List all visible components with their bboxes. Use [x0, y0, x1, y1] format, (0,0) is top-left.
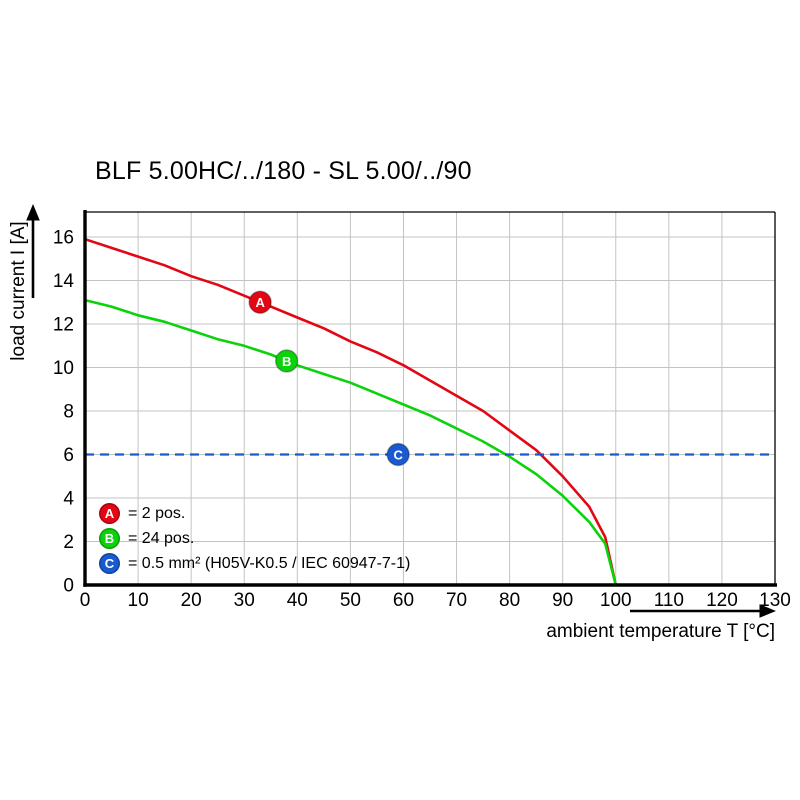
x-tick-labels: 0 10 20 30 40 50 60 70 80 90 100 110 120 130 — [80, 590, 791, 611]
svg-text:6: 6 — [63, 445, 74, 466]
legend-item-a: A = 2 pos. — [99, 501, 410, 526]
svg-text:130: 130 — [759, 590, 791, 611]
series-A-curve — [83, 237, 618, 587]
series-B-curve — [83, 298, 618, 587]
svg-text:4: 4 — [63, 489, 74, 510]
legend-label-c: = 0.5 mm² (H05V-K0.5 / IEC 60947-7-1) — [128, 554, 411, 572]
plot-frame — [85, 211, 776, 585]
svg-text:A: A — [255, 295, 265, 310]
series-point-markers: A B C — [248, 290, 410, 467]
svg-text:2: 2 — [63, 532, 74, 553]
chart-legend: A = 2 pos. B = 24 pos. C = 0.5 mm² (H05V… — [99, 501, 410, 576]
svg-text:90: 90 — [552, 590, 573, 611]
legend-label-b: = 24 pos. — [128, 529, 195, 547]
svg-text:10: 10 — [128, 590, 149, 611]
legend-item-b: B = 24 pos. — [99, 526, 410, 551]
legend-label-a: = 2 pos. — [128, 504, 186, 522]
svg-text:B: B — [282, 354, 291, 369]
svg-text:C: C — [393, 447, 403, 462]
svg-text:0: 0 — [63, 576, 74, 597]
svg-text:10: 10 — [53, 358, 74, 379]
svg-text:120: 120 — [706, 590, 738, 611]
svg-text:8: 8 — [63, 402, 74, 423]
svg-text:0: 0 — [80, 590, 91, 611]
series-c-marker: C — [99, 553, 120, 574]
svg-text:40: 40 — [287, 590, 308, 611]
svg-text:110: 110 — [654, 590, 684, 611]
svg-text:16: 16 — [53, 228, 74, 249]
y-tick-labels: 0 2 4 6 8 10 12 14 16 — [53, 228, 75, 597]
svg-text:70: 70 — [446, 590, 467, 611]
legend-item-c: C = 0.5 mm² (H05V-K0.5 / IEC 60947-7-1) — [99, 551, 410, 576]
axes — [83, 210, 777, 587]
svg-text:50: 50 — [340, 590, 361, 611]
svg-text:80: 80 — [499, 590, 520, 611]
svg-text:100: 100 — [600, 590, 632, 611]
svg-text:60: 60 — [393, 590, 414, 611]
chart-title: BLF 5.00HC/../180 - SL 5.00/../90 — [95, 157, 472, 185]
series-a-marker: A — [99, 503, 120, 524]
series-b-marker: B — [99, 528, 120, 549]
svg-text:12: 12 — [53, 315, 74, 336]
svg-text:20: 20 — [181, 590, 202, 611]
x-axis-label: ambient temperature T [°C] — [546, 621, 775, 642]
axis-arrows — [26, 204, 776, 618]
svg-text:14: 14 — [53, 271, 75, 292]
svg-text:30: 30 — [234, 590, 255, 611]
